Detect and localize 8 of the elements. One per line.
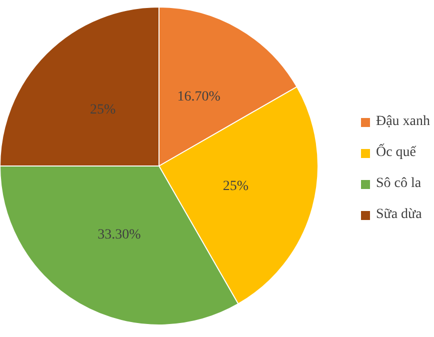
data-label: 25% (222, 179, 249, 194)
data-label: 25% (90, 102, 116, 118)
legend-label: Ốc quế (376, 145, 416, 161)
data-label: 33.30% (98, 227, 142, 242)
legend-label: Đậu xanh (376, 114, 430, 130)
legend-label: Sữa dừa (376, 207, 422, 223)
data-label: 16.70% (177, 90, 221, 105)
legend-label: Sô cô la (376, 176, 422, 192)
